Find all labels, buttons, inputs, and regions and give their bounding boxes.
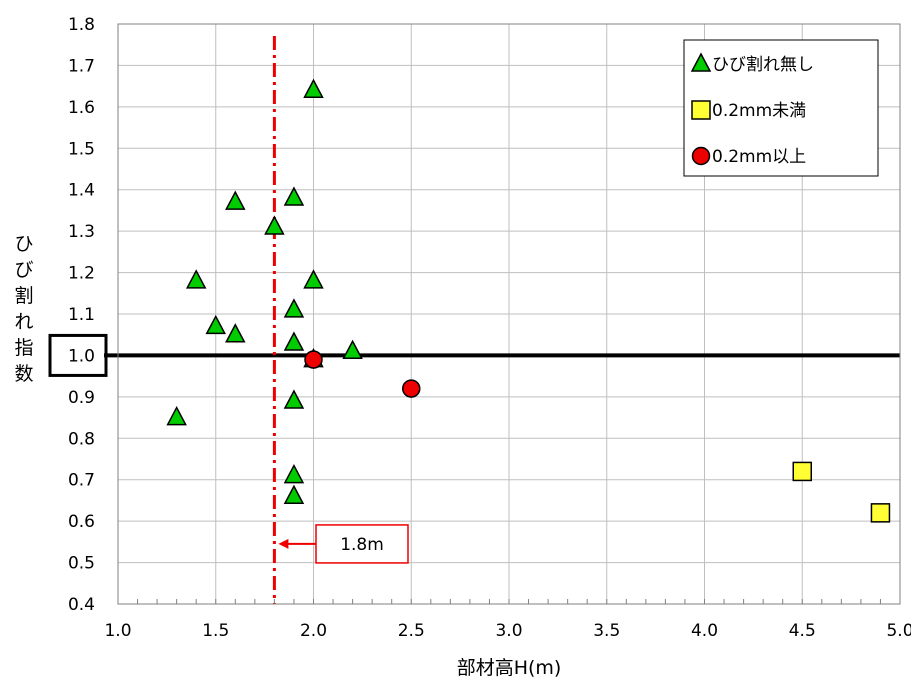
- legend-label: 0.2mm未満: [712, 101, 806, 121]
- legend-label: ひび割れ無し: [712, 55, 814, 75]
- y-axis-label-char: 数: [14, 363, 33, 385]
- y-tick-label: 1.7: [68, 56, 95, 76]
- y-axis-label-char: 割: [14, 285, 33, 307]
- x-tick-label: 1.5: [202, 621, 229, 641]
- y-tick-label: 0.7: [68, 471, 95, 491]
- y-tick-label: 0.8: [68, 429, 95, 449]
- data-point-triangle: [283, 484, 305, 505]
- data-point-triangle: [205, 314, 226, 335]
- x-tick-label: 5.0: [886, 621, 911, 641]
- y-tick-highlight-box: [48, 333, 108, 377]
- data-point-triangle: [303, 269, 324, 289]
- y-tick-label: 1.2: [68, 264, 95, 284]
- legend-label: 0.2mm以上: [712, 147, 806, 167]
- x-tick-label: 2.0: [300, 621, 327, 641]
- data-point-triangle: [185, 269, 207, 289]
- data-point-circle: [402, 379, 421, 398]
- x-tick-label: 3.5: [593, 621, 620, 641]
- legend-box: [683, 39, 879, 177]
- y-tick-label: 0.6: [68, 512, 95, 532]
- y-axis-label-char: び: [14, 259, 33, 281]
- annotation-arrowhead: [278, 538, 289, 549]
- data-point-triangle: [303, 78, 324, 99]
- plot-area-frame: [117, 23, 901, 605]
- data-point-triangle: [264, 215, 285, 235]
- data-point-circle: [304, 350, 323, 369]
- legend-marker-circle: [691, 146, 711, 166]
- reference-lines: [104, 36, 900, 604]
- y-tick-label: 0.5: [68, 554, 95, 574]
- y-tick-label: 0.4: [68, 595, 95, 615]
- data-point-triangle: [283, 389, 305, 409]
- x-tick-label: 3.0: [495, 621, 522, 641]
- x-tick-label: 2.5: [398, 621, 425, 641]
- data-point-triangle: [225, 323, 246, 343]
- annotation-label: 1.8m: [340, 535, 384, 555]
- data-point-triangle: [283, 186, 305, 206]
- y-tick-label: 1.1: [68, 305, 95, 325]
- data-point-triangle: [283, 463, 305, 484]
- data-point-triangle: [166, 405, 187, 426]
- data-point-square: [870, 503, 891, 523]
- data-point-triangle: [283, 331, 305, 351]
- y-tick-label: 0.9: [68, 388, 95, 408]
- y-tick-label: 1.3: [68, 222, 95, 242]
- y-tick-label: 1.6: [68, 98, 95, 118]
- data-point-square: [792, 461, 812, 482]
- legend: ひび割れ無し 0.2mm未満 0.2mm以上: [683, 39, 879, 177]
- x-tick-label: 1.0: [104, 621, 131, 641]
- x-tick-label: 4.0: [691, 621, 718, 641]
- legend-marker-square: [691, 100, 711, 120]
- y-tick-label: 1.4: [68, 181, 95, 201]
- y-tick-label: 1.8: [68, 15, 95, 35]
- y-axis-label-char: ひ: [14, 233, 33, 255]
- y-axis-label-char: 指: [14, 337, 33, 359]
- annotation-box: [315, 524, 409, 564]
- x-tick-label: 4.5: [789, 621, 816, 641]
- y-tick-label: 1.5: [68, 139, 95, 159]
- x-axis-label: 部材高H(m): [457, 657, 562, 679]
- data-point-triangle: [342, 339, 363, 360]
- data-markers: [166, 78, 891, 523]
- y-tick-label: 1.0: [68, 346, 95, 366]
- y-axis-ticks: 0.4 0.5 0.6 0.7 0.8 0.9 1.0 1.1 1.2 1.3 1.4 1.5 1.6 1…: [68, 15, 95, 615]
- annotations: 1.8m: [278, 524, 409, 564]
- x-axis-ticks: 1.0 1.5 2.0 2.5 3.0 3.5 4.0 4.5 5.0: [104, 621, 911, 641]
- data-point-triangle: [283, 298, 305, 318]
- y-axis-label-char: れ: [14, 311, 33, 333]
- legend-marker-triangle: [690, 52, 712, 72]
- data-point-triangle: [225, 190, 246, 210]
